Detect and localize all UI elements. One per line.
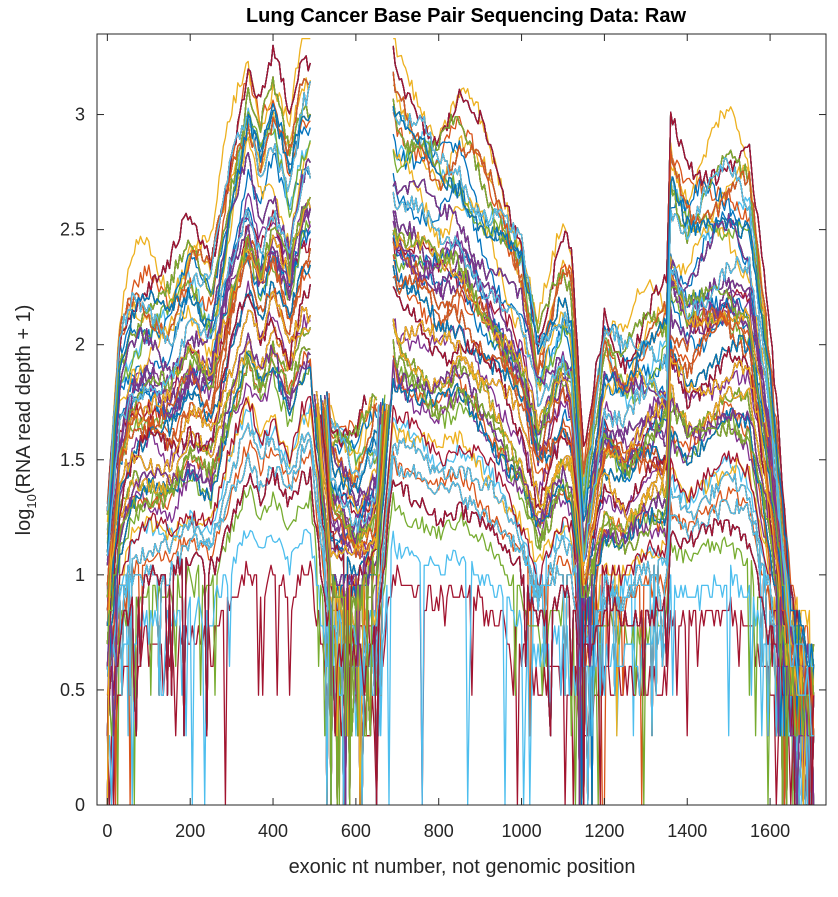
series-line [106,165,814,737]
series-group [106,37,815,805]
y-axis-label-subscript: 10 [24,494,39,508]
y-tick-label: 1.5 [60,450,85,470]
y-axis-ticks: 0 0.5 1 1.5 2 2.5 3 [60,105,826,815]
series-line [107,438,815,805]
y-tick-label: 3 [75,105,85,125]
series-line [106,466,815,805]
y-tick-label: 0.5 [60,680,85,700]
x-tick-label: 1000 [502,821,542,841]
series-line [107,528,815,805]
series-line [106,339,814,805]
y-axis-label: log10(RNA read depth + 1) [13,305,39,536]
series-line [106,105,815,737]
y-tick-label: 2 [75,335,85,355]
series-line [106,422,814,805]
series-line [106,484,814,805]
y-axis-label-suffix: (RNA read depth + 1) [13,305,35,495]
axes-box [96,33,827,806]
x-tick-label: 800 [424,821,454,841]
series-line [106,255,814,737]
x-tick-label: 1600 [750,821,790,841]
y-tick-label: 0 [75,795,85,815]
series-line [106,290,814,805]
series-line [106,560,815,805]
chart-title: Lung Cancer Base Pair Sequencing Data: R… [246,5,687,27]
series-line [106,152,814,696]
x-tick-label: 1200 [584,821,624,841]
y-axis-label-prefix: log [13,509,35,536]
x-tick-label: 0 [102,821,112,841]
y-tick-label: 1 [75,565,85,585]
x-tick-label: 400 [258,821,288,841]
x-axis-label: exonic nt number, not genomic position [289,856,636,878]
series-line [106,80,814,805]
x-tick-label: 1400 [667,821,707,841]
series-line [107,395,814,805]
x-axis-ticks: 0 200 400 600 800 1000 1200 1400 1600 [102,34,790,841]
series-line [107,351,814,805]
y-tick-label: 2.5 [60,220,85,240]
x-tick-label: 600 [341,821,371,841]
x-tick-label: 200 [175,821,205,841]
